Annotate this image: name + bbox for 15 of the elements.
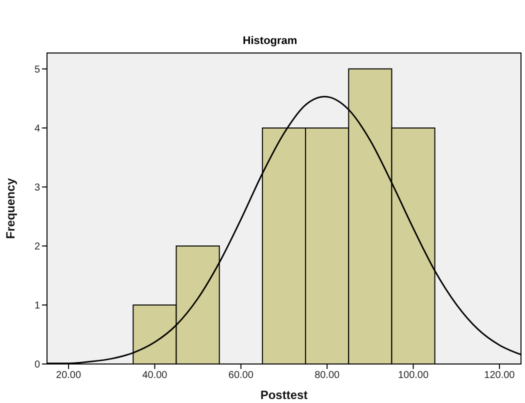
x-tick-label: 80.00 — [314, 370, 340, 382]
chart-title: Histogram — [242, 35, 298, 47]
x-tick-label: 40.00 — [142, 370, 168, 382]
x-tick-label: 60.00 — [228, 370, 254, 382]
y-tick-label: 0 — [34, 360, 40, 371]
y-tick-label: 4 — [34, 123, 40, 134]
x-tick-label: 20.00 — [56, 370, 82, 382]
x-tick-label: 120.00 — [484, 370, 516, 382]
y-tick-label: 3 — [34, 182, 40, 194]
y-axis-title: Frequency — [3, 178, 18, 239]
y-tick-label: 2 — [34, 242, 40, 253]
x-axis-title: Posttest — [260, 388, 308, 402]
y-tick-label: 1 — [34, 300, 40, 312]
y-tick-label: 5 — [34, 64, 40, 76]
x-tick-label: 100.00 — [398, 370, 429, 382]
